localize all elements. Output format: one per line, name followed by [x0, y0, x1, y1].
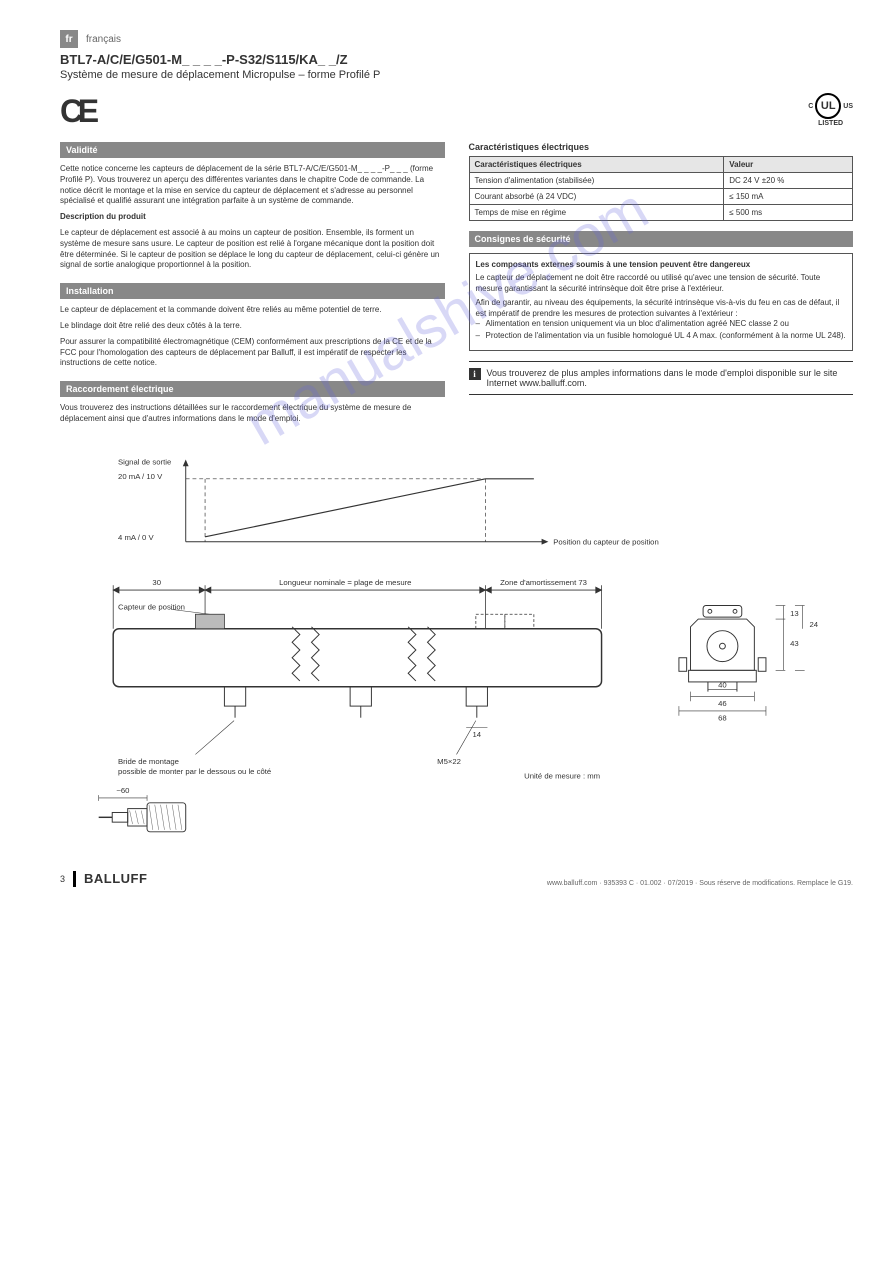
- svg-text:Longueur nominale = plage de m: Longueur nominale = plage de mesure: [279, 578, 411, 587]
- svg-text:M5×22: M5×22: [437, 757, 461, 766]
- footer-ref: www.balluff.com · 935393 C · 01.002 · 07…: [547, 880, 853, 887]
- info-icon: i: [469, 368, 481, 380]
- diagram-svg: Signal de sortie 20 mA / 10 V 4 mA / 0 V…: [60, 445, 853, 861]
- svg-text:Bride de montagepossible de mo: Bride de montagepossible de monter par l…: [118, 757, 271, 776]
- ul-mark-icon: C UL US LISTED: [808, 93, 853, 127]
- safety-list: Alimentation en tension uniquement via u…: [476, 319, 847, 342]
- svg-text:Zone d'amortissement 73: Zone d'amortissement 73: [500, 578, 587, 587]
- table-row: Temps de mise en régime≤ 500 ms: [469, 205, 853, 221]
- section-validity-header: Validité: [60, 142, 445, 158]
- svg-text:Signal de sortie: Signal de sortie: [118, 457, 171, 466]
- svg-text:4 mA / 0 V: 4 mA / 0 V: [118, 533, 154, 542]
- install-p1: Le capteur de déplacement et la commande…: [60, 305, 445, 316]
- svg-text:Unité de mesure : mm: Unité de mesure : mm: [524, 771, 600, 780]
- lang-code-box: fr: [60, 30, 78, 48]
- install-p2: Le blindage doit être relié des deux côt…: [60, 321, 445, 332]
- warning-box: Les composants externes soumis à une ten…: [469, 253, 854, 351]
- info-note-row: i Vous trouverez de plus amples informat…: [469, 361, 854, 395]
- section-electrical-header: Raccordement électrique: [60, 381, 445, 397]
- section-safety-header: Consignes de sécurité: [469, 231, 854, 247]
- svg-text:24: 24: [809, 620, 818, 629]
- svg-text:30: 30: [152, 578, 161, 587]
- svg-text:Position du capteur de positio: Position du capteur de position: [553, 537, 659, 546]
- svg-text:~60: ~60: [116, 786, 129, 795]
- list-item: Protection de l'alimentation via un fusi…: [476, 331, 847, 341]
- page-subtitle: Système de mesure de déplacement Micropu…: [60, 69, 853, 81]
- spec-head1: Caractéristiques électriques: [469, 157, 724, 173]
- ce-mark-icon: C E: [60, 93, 95, 130]
- technical-diagram: Signal de sortie 20 mA / 10 V 4 mA / 0 V…: [60, 445, 853, 863]
- install-p3: Pour assurer la compatibilité électromag…: [60, 337, 445, 369]
- elec-spec-title: Caractéristiques électriques: [469, 142, 854, 152]
- logo-bar: [73, 871, 76, 887]
- warn-list-intro: Afin de garantir, au niveau des équipeme…: [476, 298, 847, 319]
- section-install-header: Installation: [60, 283, 445, 299]
- ul-us: US: [843, 103, 853, 110]
- validity-text: Cette notice concerne les capteurs de dé…: [60, 164, 445, 207]
- table-row: Courant absorbé (à 24 VDC)≤ 150 mA: [469, 189, 853, 205]
- warn-text: Le capteur de déplacement ne doit être r…: [476, 273, 847, 294]
- svg-text:46: 46: [718, 699, 727, 708]
- electrical-body: Vous trouverez des instructions détaillé…: [60, 403, 445, 425]
- svg-text:68: 68: [718, 713, 727, 722]
- list-item: Alimentation en tension uniquement via u…: [476, 319, 847, 329]
- product-desc-text: Le capteur de déplacement est associé à …: [60, 228, 445, 271]
- spec-table: Caractéristiques électriques Valeur Tens…: [469, 156, 854, 221]
- table-row: Tension d'alimentation (stabilisée)DC 24…: [469, 173, 853, 189]
- warn-title: Les composants externes soumis à une ten…: [476, 260, 847, 270]
- ul-c: C: [808, 103, 813, 110]
- page-number: 3: [60, 874, 65, 884]
- svg-text:40: 40: [718, 680, 727, 689]
- svg-text:13: 13: [790, 609, 799, 618]
- ul-listed: LISTED: [808, 120, 853, 127]
- svg-text:14: 14: [473, 730, 482, 739]
- svg-text:Capteur de position: Capteur de position: [118, 602, 185, 611]
- svg-text:20 mA / 10 V: 20 mA / 10 V: [118, 472, 163, 481]
- product-desc-title: Description du produit: [60, 212, 146, 221]
- page-title: BTL7-A/C/E/G501-M_ _ _ _-P-S32/S115/KA_ …: [60, 52, 853, 67]
- info-note-text: Vous trouverez de plus amples informatio…: [487, 368, 854, 388]
- spec-head2: Valeur: [724, 157, 853, 173]
- svg-text:43: 43: [790, 639, 799, 648]
- lang-label: français: [86, 34, 121, 45]
- balluff-logo: BALLUFF: [84, 871, 147, 886]
- ul-circle: UL: [815, 93, 841, 119]
